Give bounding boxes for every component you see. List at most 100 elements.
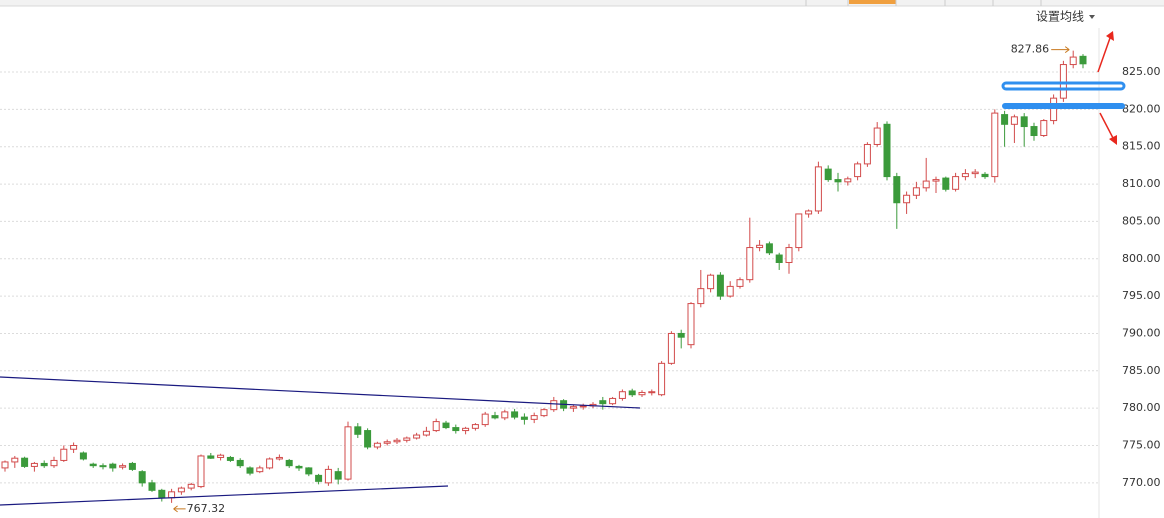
candle-body (795, 213, 803, 249)
candle-body (746, 247, 754, 281)
candle-body (599, 400, 607, 405)
candle-body (21, 457, 29, 467)
high-marker-label: 827.86 (1011, 43, 1050, 56)
y-tick-label: 795.00 (1122, 289, 1161, 302)
candle-body (903, 194, 911, 204)
candle-body (246, 467, 254, 474)
candle-body (893, 176, 901, 204)
candle-body (403, 437, 411, 441)
y-tick-label: 810.00 (1122, 177, 1161, 190)
y-tick-label: 805.00 (1122, 214, 1161, 227)
candle-body (285, 459, 293, 467)
candle-body (756, 244, 764, 249)
candle-body (187, 483, 195, 489)
candle-body (569, 406, 577, 409)
low-marker-arrowhead (173, 505, 178, 513)
arrow-head (1109, 135, 1117, 145)
plot: 770.00 775.00 780.00 785.00 790.00 795.00 800.… (0, 43, 1161, 515)
candle-body (128, 462, 136, 470)
candle-body (89, 463, 97, 467)
candle-body (854, 163, 862, 178)
arrow-head (1106, 31, 1114, 41)
candle-body (1040, 120, 1048, 137)
candle-body (315, 474, 323, 482)
candle-body (824, 168, 832, 181)
high-marker-arrowhead (1064, 46, 1070, 54)
candle-body (393, 439, 401, 443)
candle-body (520, 416, 528, 420)
candle-body (138, 471, 146, 484)
candle-body (354, 426, 362, 435)
candle-body (462, 427, 470, 432)
candle-body (217, 454, 225, 458)
y-tick-label: 825.00 (1122, 65, 1161, 78)
candle-body (785, 247, 793, 263)
candle-body (1010, 116, 1018, 125)
candle-body (471, 424, 479, 429)
arrow (1097, 37, 1111, 73)
candle-body (765, 243, 773, 254)
candle-body (618, 391, 626, 399)
candle-body (501, 411, 509, 419)
candle-body (148, 482, 156, 491)
candle-body (442, 422, 450, 429)
candle-body (658, 362, 666, 396)
candle-body (707, 274, 715, 290)
candle-body (266, 458, 274, 469)
candle-body (550, 400, 558, 411)
candle-body (805, 210, 813, 215)
candle-body (60, 448, 68, 461)
candle-body (873, 127, 881, 145)
dropdown-icon[interactable] (1089, 15, 1095, 19)
settings-button[interactable]: 设置均线 (1036, 10, 1095, 24)
candle-body (511, 411, 519, 418)
candle-body (687, 303, 695, 346)
candle-body (844, 178, 852, 183)
y-tick-label: 815.00 (1122, 140, 1161, 153)
candle-body (1079, 55, 1087, 65)
candle-body (168, 491, 176, 499)
candle-body (726, 285, 734, 297)
y-tick-label: 770.00 (1122, 476, 1161, 489)
low-marker-label: 767.32 (187, 502, 226, 515)
highlight-box (1002, 103, 1125, 109)
candle-body (638, 391, 646, 396)
candle-body (697, 288, 705, 305)
candle-body (344, 426, 352, 480)
candle-body (1020, 116, 1028, 128)
candle-body (1, 461, 9, 469)
candle-body (364, 430, 372, 448)
candle-body (952, 176, 960, 190)
active-tab[interactable] (849, 0, 896, 4)
candle-body (305, 467, 313, 475)
candle-body (648, 391, 656, 394)
y-tick-label: 780.00 (1122, 401, 1161, 414)
trend-line (0, 376, 641, 409)
candle-body (413, 434, 421, 439)
candle-body (177, 487, 185, 493)
candle-body (1050, 97, 1058, 122)
candle-body (383, 441, 391, 444)
candle-body (11, 457, 19, 463)
candle-body (432, 421, 440, 432)
candle-body (70, 445, 78, 450)
candle-body (158, 489, 166, 499)
settings-label[interactable]: 设置均线 (1036, 10, 1084, 24)
candle-body (236, 459, 244, 467)
candle-body (540, 409, 548, 417)
candle-body (922, 180, 930, 189)
candle-body (579, 405, 587, 408)
candle-body (422, 430, 430, 436)
y-tick-label: 820.00 (1122, 102, 1161, 115)
candle-body (491, 415, 499, 419)
candle-body (667, 332, 675, 364)
candle-body (119, 465, 127, 468)
candle-body (207, 455, 215, 459)
arrow (1099, 112, 1114, 139)
candle-body (226, 456, 234, 461)
top-tab-bar (0, 0, 1164, 6)
candle-body (981, 173, 989, 178)
candle-body (991, 112, 999, 178)
candle-body (99, 465, 107, 468)
